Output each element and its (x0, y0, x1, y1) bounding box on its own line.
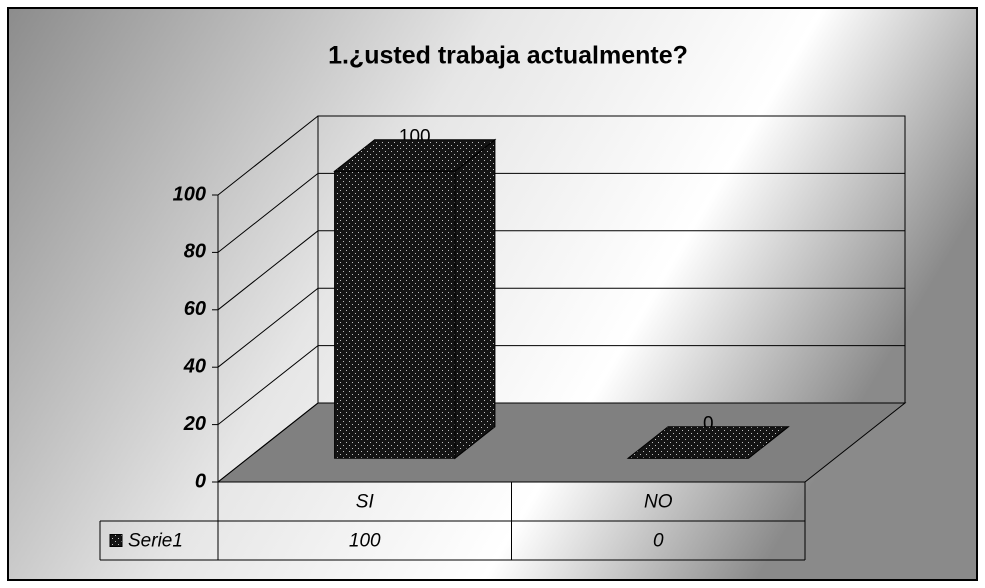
bar-side (454, 138, 496, 460)
grid-line (217, 345, 905, 425)
y-tick-label: 60 (184, 298, 206, 320)
grid-line (217, 172, 905, 253)
bar (334, 170, 456, 459)
x-tick-label: SI (356, 492, 375, 513)
legend-key (109, 534, 123, 547)
floor (216, 402, 907, 483)
y-tick-label: 40 (183, 355, 206, 377)
grid-line (217, 402, 905, 483)
y-tick-label: 80 (184, 241, 206, 263)
legend-label: Serie1 (128, 531, 183, 552)
x-tick-label: NO (644, 492, 673, 513)
y-tick-label: 0 (195, 470, 206, 492)
chart-title: 1.¿usted trabaja actualmente? (328, 42, 688, 70)
y-tick-label: 20 (183, 413, 206, 435)
grid-line (217, 287, 905, 368)
grid-line (217, 230, 905, 311)
y-tick-label: 100 (173, 183, 206, 205)
table-value: 0 (653, 531, 664, 552)
data-label: 0 (703, 414, 714, 435)
grid-line (217, 115, 905, 196)
table-value: 100 (349, 531, 381, 552)
